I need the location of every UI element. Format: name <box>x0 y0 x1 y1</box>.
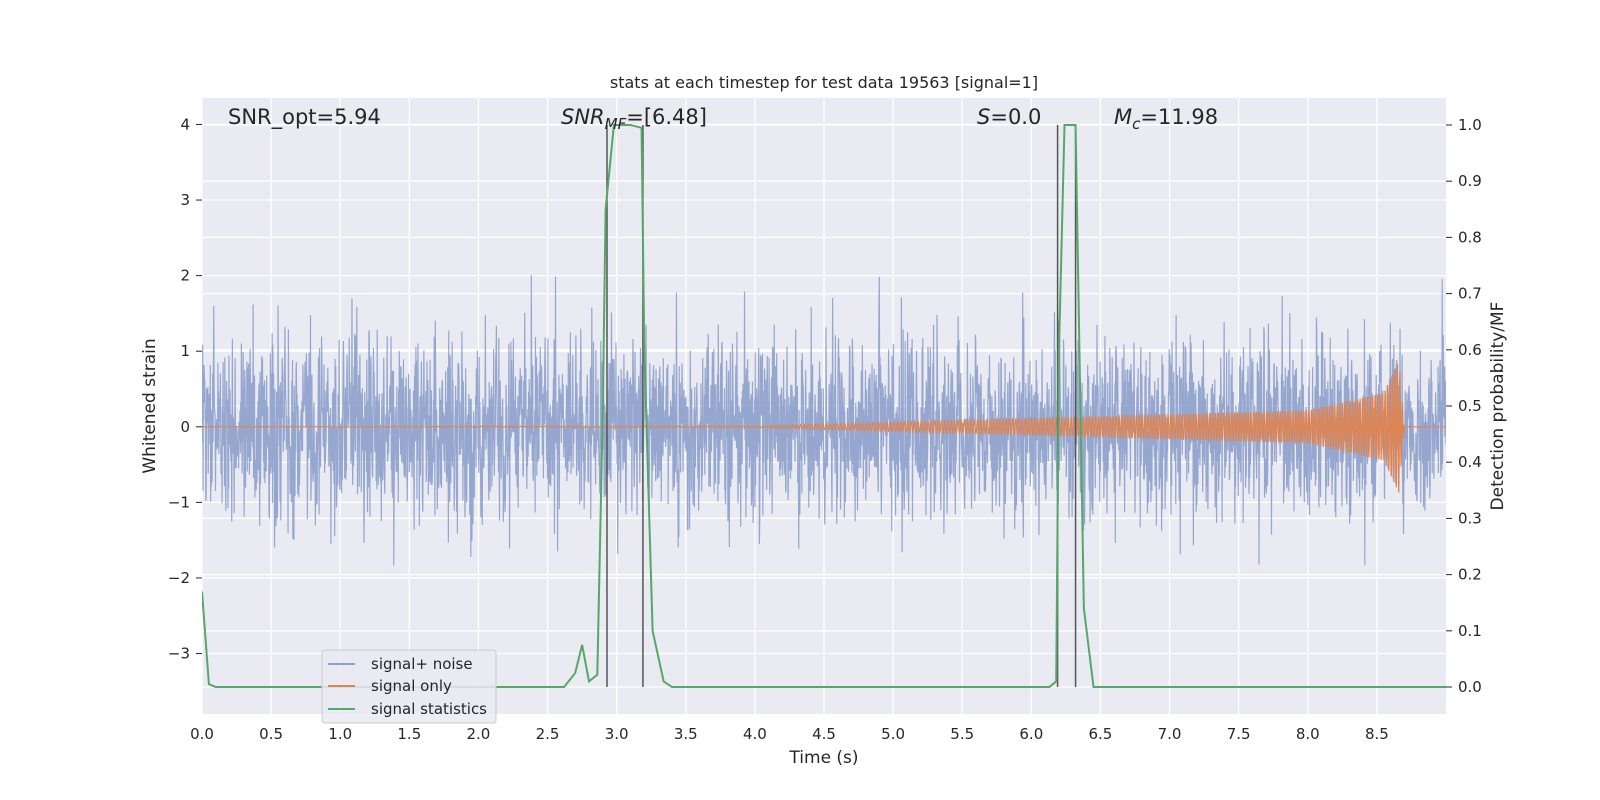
y2-tick-label: 0.2 <box>1458 566 1482 584</box>
legend: signal+ noise signal only signal statist… <box>321 649 497 724</box>
annotation-snr-mf: SNRMF=[6.48] <box>561 105 707 133</box>
x-tick-label: 2.0 <box>467 725 491 743</box>
y2-axis-label: Detection probability/MF <box>1488 302 1508 511</box>
x-tick-label: 0.5 <box>259 725 283 743</box>
s-symbol: S <box>977 105 990 129</box>
x-tick-label: 6.5 <box>1089 725 1113 743</box>
y-tick-label: 2 <box>180 267 190 285</box>
y2-tick-label: 0.0 <box>1458 678 1482 696</box>
x-axis-label: Time (s) <box>788 748 858 768</box>
y-tick-label: 4 <box>180 115 190 133</box>
x-tick-label: 7.5 <box>1227 725 1251 743</box>
y2-tick-label: 0.9 <box>1458 172 1482 190</box>
y-tick-label: −2 <box>168 569 190 587</box>
x-axis-ticks: 0.0 0.5 1.0 1.5 2.0 2.5 3.0 3.5 4.0 4.5 5.0 5.5 6.0 6… <box>190 725 1389 743</box>
x-tick-label: 1.0 <box>328 725 352 743</box>
x-tick-label: 7.0 <box>1158 725 1182 743</box>
x-tick-label: 1.5 <box>397 725 421 743</box>
annotation-s: S=0.0 <box>977 105 1041 129</box>
x-tick-label: 3.5 <box>674 725 698 743</box>
legend-label-signal: signal only <box>371 677 452 695</box>
annotation-snr-opt: SNR_opt=5.94 <box>228 105 381 130</box>
signal-noise-series <box>202 275 1446 569</box>
x-tick-label: 8.5 <box>1365 725 1389 743</box>
chart-title: stats at each timestep for test data 195… <box>610 73 1038 92</box>
y2-tick-label: 0.6 <box>1458 341 1482 359</box>
y2-tick-label: 0.3 <box>1458 509 1482 527</box>
s-value: =0.0 <box>990 105 1041 129</box>
y2-tick-label: 0.5 <box>1458 397 1482 415</box>
grid <box>201 98 1446 714</box>
y-tick-label: 1 <box>180 342 190 360</box>
y-tick-label: −1 <box>168 493 190 511</box>
y2-tick-label: 0.8 <box>1458 228 1482 246</box>
legend-box <box>321 649 497 724</box>
x-tick-label: 8.0 <box>1296 725 1320 743</box>
snr-mf-value: =[6.48] <box>626 105 707 129</box>
legend-label-stats: signal statistics <box>371 700 487 718</box>
legend-label-noise: signal+ noise <box>371 655 473 673</box>
y2-tick-label: 0.7 <box>1458 285 1482 303</box>
snr-mf-symbol: SNR <box>561 105 605 129</box>
x-tick-label: 0.0 <box>190 725 214 743</box>
annotation-mc: Mc=11.98 <box>1114 105 1218 133</box>
mc-value: =11.98 <box>1140 105 1218 129</box>
signal-line <box>202 363 1446 493</box>
x-tick-label: 3.0 <box>605 725 629 743</box>
signal-only-series <box>202 363 1446 493</box>
y2-tick-label: 1.0 <box>1458 116 1482 134</box>
y2-tick-label: 0.4 <box>1458 453 1482 471</box>
x-tick-label: 5.0 <box>881 725 905 743</box>
x-tick-label: 2.5 <box>536 725 560 743</box>
x-tick-label: 6.0 <box>1019 725 1043 743</box>
y-tick-label: −3 <box>168 645 190 663</box>
noise-line <box>202 275 1446 569</box>
y-axis-ticks: 4 3 2 1 0 −1 −2 −3 <box>168 115 202 663</box>
x-tick-label: 4.5 <box>812 725 836 743</box>
x-tick-label: 5.5 <box>950 725 974 743</box>
x-tick-label: 4.0 <box>743 725 767 743</box>
snr-mf-subscript: MF <box>605 115 627 133</box>
mc-symbol: M <box>1114 105 1132 129</box>
y2-tick-label: 0.1 <box>1458 622 1482 640</box>
y-tick-label: 0 <box>180 418 190 436</box>
mc-subscript: c <box>1132 115 1141 133</box>
y2-axis-ticks: 1.0 0.9 0.8 0.7 0.6 0.5 0.4 0.3 0.2 0.1 0.0 <box>1446 116 1482 696</box>
y-axis-label: Whitened strain <box>140 338 160 473</box>
y-tick-label: 3 <box>180 191 190 209</box>
